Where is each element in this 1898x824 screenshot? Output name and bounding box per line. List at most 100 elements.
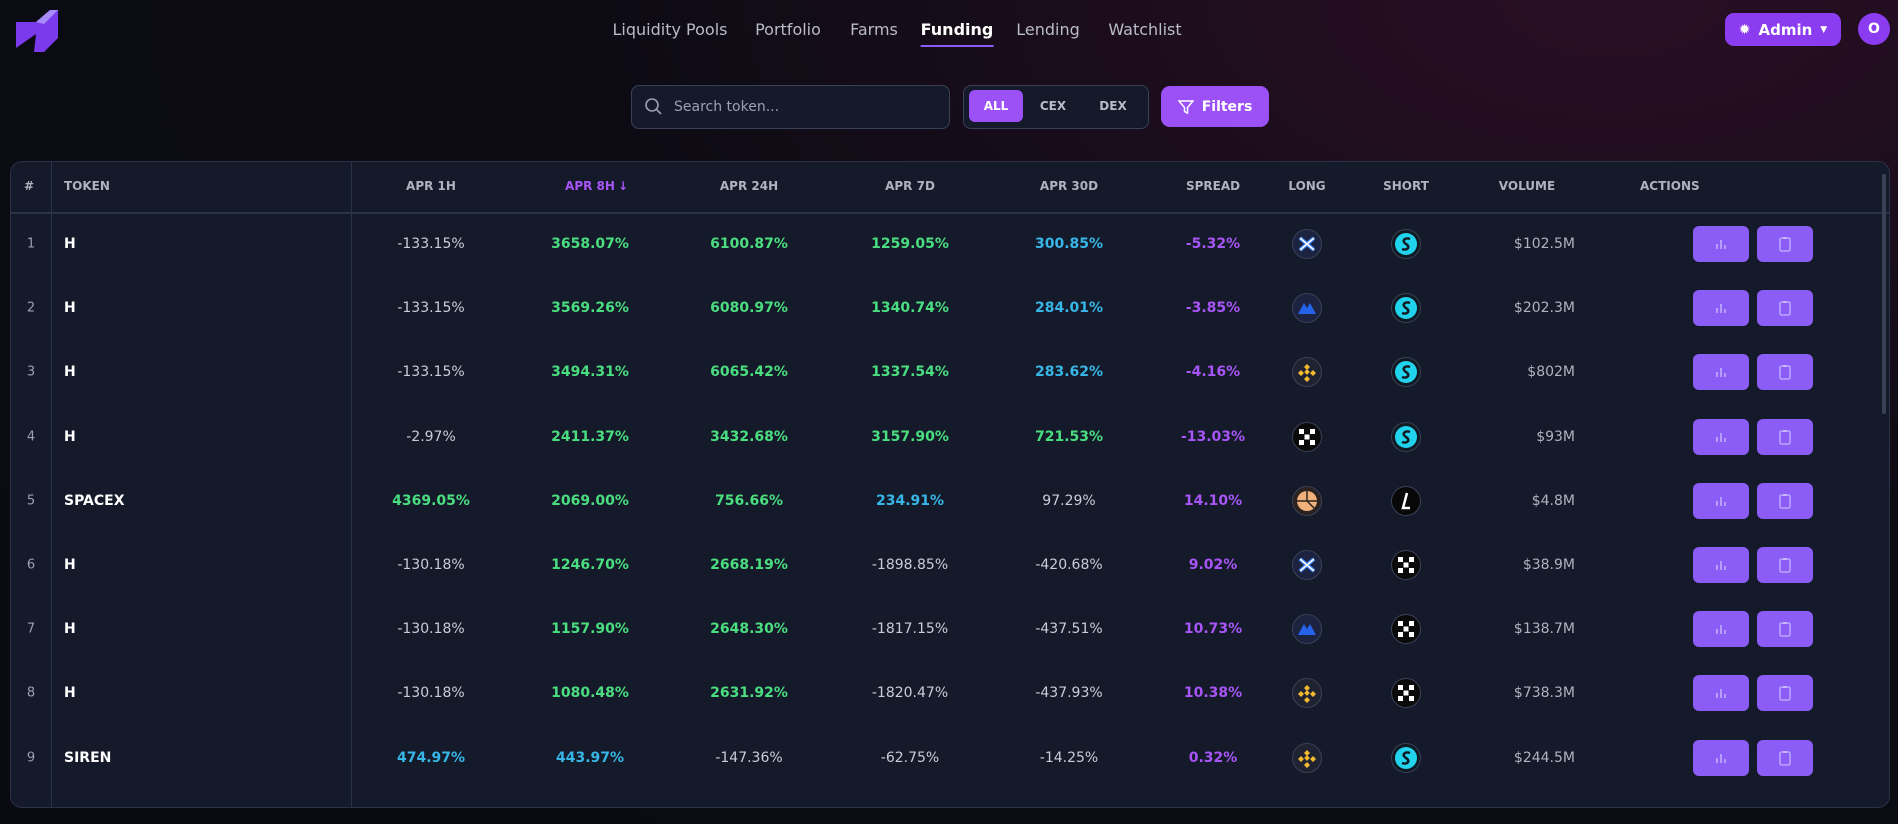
details-button[interactable] — [1757, 226, 1813, 262]
chart-button[interactable] — [1693, 482, 1749, 519]
nav-link[interactable]: Lending — [1016, 20, 1080, 39]
chart-button[interactable] — [1693, 290, 1749, 327]
details-button[interactable] — [1757, 482, 1813, 519]
exchange-logo — [1292, 293, 1322, 324]
nav-link[interactable]: Watchlist — [1108, 20, 1182, 39]
avatar[interactable]: O — [1858, 13, 1890, 45]
segment-option[interactable]: ALL — [969, 90, 1023, 122]
chart-button[interactable] — [1693, 547, 1749, 583]
details-button[interactable] — [1757, 739, 1813, 776]
exchange-icon — [1292, 614, 1322, 645]
chart-button[interactable] — [1693, 675, 1749, 712]
chart-button[interactable] — [1693, 739, 1749, 776]
apr-value: -147.36% — [715, 749, 783, 766]
column-header[interactable]: APR 1H — [406, 179, 456, 193]
token-name[interactable]: H — [64, 557, 76, 573]
exchange-logo — [1292, 357, 1322, 388]
details-button[interactable] — [1757, 547, 1813, 583]
apr-value: 1259.05% — [871, 236, 949, 252]
filters-button[interactable]: Filters — [1161, 86, 1269, 127]
token-name[interactable]: H — [64, 428, 76, 445]
segment-option[interactable]: CEX — [1039, 99, 1067, 113]
search-placeholder: Search token... — [674, 99, 780, 115]
spread-value: 10.38% — [1183, 685, 1243, 702]
token-name[interactable]: H — [64, 364, 76, 381]
details-button[interactable] — [1757, 611, 1813, 648]
apr-value: 721.53% — [1034, 428, 1104, 445]
chart-button[interactable] — [1693, 418, 1749, 455]
apr-value: 283.62% — [1034, 364, 1104, 381]
apr-value: 2648.30% — [710, 621, 788, 638]
column-header[interactable]: SHORT — [1383, 179, 1429, 193]
volume-value: $202.3M — [1513, 300, 1575, 317]
exchange-logo — [1391, 485, 1421, 516]
token-name[interactable]: H — [64, 685, 76, 702]
exchange-icon — [1391, 678, 1421, 709]
search-box[interactable]: Search token... — [631, 85, 950, 129]
token-name[interactable]: SIREN — [64, 749, 112, 766]
nav-link[interactable]: Farms — [850, 20, 898, 39]
exchange-logo — [1292, 229, 1322, 259]
apr-value: -1820.47% — [871, 685, 949, 702]
source-segment: ALL CEX DEX — [963, 85, 1149, 129]
apr-value: -62.75% — [880, 749, 940, 766]
exchange-icon — [1391, 357, 1421, 388]
apr-value: 6065.42% — [710, 364, 788, 381]
admin-button[interactable]: ✹ Admin ▼ — [1725, 13, 1841, 46]
apr-value: -130.18% — [397, 621, 465, 638]
column-header[interactable]: LONG — [1288, 179, 1326, 193]
nav-link[interactable]: Portfolio — [755, 20, 821, 39]
header-divider — [11, 212, 1889, 214]
nav-link[interactable]: Funding — [920, 20, 994, 47]
details-button[interactable] — [1757, 418, 1813, 455]
segment-option[interactable]: DEX — [1099, 99, 1127, 113]
token-name[interactable]: H — [64, 300, 76, 317]
nav-link[interactable]: Liquidity Pools — [612, 20, 728, 39]
apr-value: -437.51% — [1035, 621, 1103, 638]
details-button[interactable] — [1757, 290, 1813, 327]
details-button[interactable] — [1757, 675, 1813, 712]
column-header[interactable]: APR 24H — [719, 179, 779, 193]
admin-label: Admin — [1758, 20, 1813, 39]
exchange-logo — [1391, 550, 1421, 580]
column-header[interactable]: APR 7D — [885, 179, 935, 193]
chart-icon — [1716, 753, 1726, 763]
column-divider — [51, 162, 52, 807]
exchange-icon — [1391, 742, 1421, 773]
details-button[interactable] — [1757, 354, 1813, 391]
column-header[interactable]: APR 30D — [1039, 179, 1099, 193]
logo[interactable] — [14, 8, 60, 54]
column-header[interactable]: SPREAD — [1185, 179, 1241, 193]
apr-value: 6080.97% — [710, 300, 788, 317]
chart-button[interactable] — [1693, 354, 1749, 391]
apr-value: -133.15% — [397, 300, 465, 317]
apr-value: -2.97% — [406, 428, 456, 445]
apr-value: -14.25% — [1039, 749, 1099, 766]
exchange-logo — [1391, 614, 1421, 645]
token-name[interactable]: H — [64, 621, 76, 638]
apr-value: 756.66% — [714, 492, 784, 509]
exchange-logo — [1391, 229, 1421, 259]
chart-icon — [1716, 496, 1726, 506]
scrollbar[interactable] — [1882, 174, 1886, 414]
spread-value: 10.73% — [1183, 621, 1243, 638]
filter-icon — [1177, 99, 1194, 114]
spread-value: -3.85% — [1185, 300, 1241, 317]
row-index: 7 — [26, 621, 36, 637]
chart-button[interactable] — [1693, 226, 1749, 262]
chart-icon — [1716, 561, 1726, 570]
chart-icon — [1716, 689, 1726, 699]
apr-value: 6100.87% — [710, 236, 788, 252]
apr-value: 4369.05% — [392, 492, 470, 509]
token-name[interactable]: SPACEX — [64, 492, 125, 509]
apr-value: -1898.85% — [871, 557, 949, 573]
column-header[interactable]: APR 8H — [565, 179, 615, 193]
token-name[interactable]: H — [64, 236, 76, 252]
column-header[interactable]: VOLUME — [1498, 179, 1556, 193]
row-index: 2 — [26, 300, 36, 316]
apr-value: 2668.19% — [710, 557, 788, 573]
apr-value: 97.29% — [1042, 492, 1096, 509]
exchange-icon — [1292, 678, 1322, 709]
chart-button[interactable] — [1693, 611, 1749, 648]
